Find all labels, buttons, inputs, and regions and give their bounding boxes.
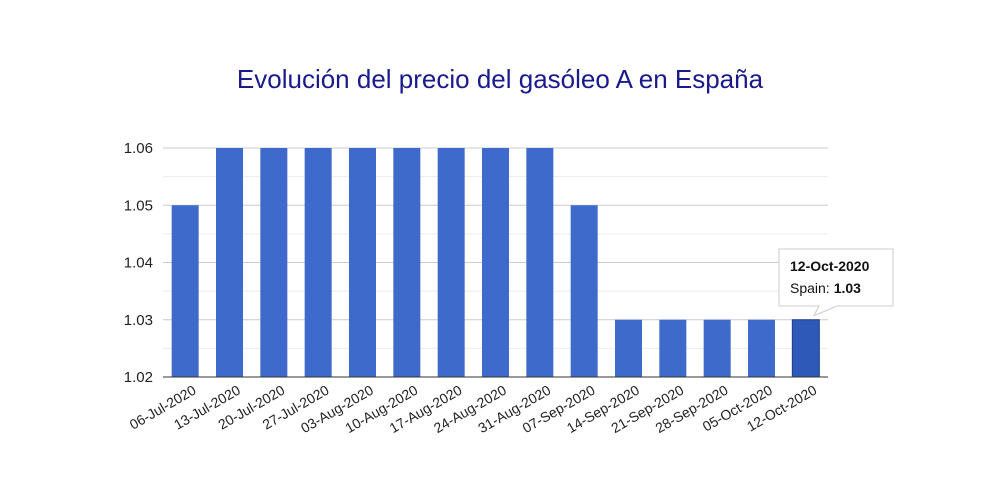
bar[interactable] [349, 148, 376, 377]
bar[interactable] [791, 319, 820, 378]
bar[interactable] [393, 148, 421, 377]
chart-title: Evolución del precio del gasóleo A en Es… [237, 64, 764, 94]
y-tick-label: 1.06 [124, 140, 153, 157]
bar[interactable] [437, 148, 465, 377]
bar[interactable] [615, 319, 642, 377]
bar[interactable] [216, 148, 243, 377]
y-tick-label: 1.04 [124, 255, 153, 272]
y-axis-ticks: 1.02 1.03 1.04 1.05 1.06 [124, 140, 153, 386]
bar[interactable] [703, 319, 731, 377]
y-tick-label: 1.03 [124, 312, 153, 329]
bar[interactable] [659, 319, 687, 377]
y-tick-label: 1.02 [124, 369, 153, 386]
bars [171, 148, 820, 378]
tooltip-series-label: Spain: [790, 280, 830, 296]
bar[interactable] [570, 205, 598, 377]
x-axis-ticks: 06-Jul-202013-Jul-202020-Jul-202027-Jul-… [127, 382, 820, 436]
bar[interactable] [304, 148, 332, 377]
bar[interactable] [748, 319, 775, 377]
bar[interactable] [260, 148, 288, 377]
tooltip-value: 1.03 [834, 280, 861, 296]
tooltip: 12-Oct-2020 Spain: 1.03 [778, 248, 894, 317]
tooltip-category: 12-Oct-2020 [790, 258, 870, 274]
bar[interactable] [171, 205, 199, 377]
tooltip-box [778, 248, 894, 317]
bar[interactable] [482, 148, 509, 377]
tooltip-series-line: Spain: 1.03 [790, 280, 861, 296]
y-tick-label: 1.05 [124, 197, 153, 214]
bar[interactable] [526, 148, 554, 377]
